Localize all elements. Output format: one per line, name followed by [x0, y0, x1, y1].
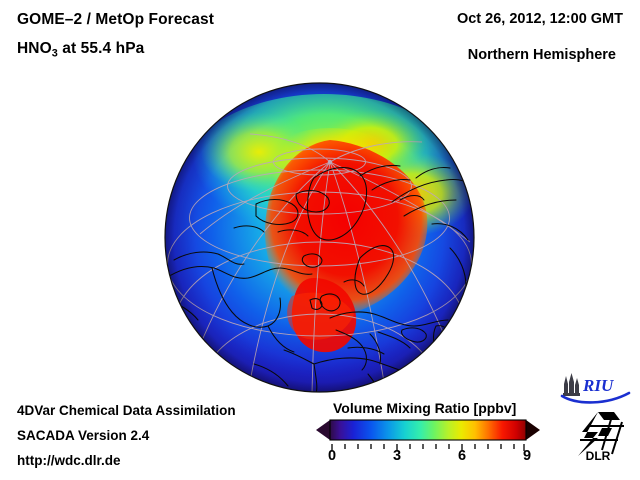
dlr-mark-icon — [578, 412, 624, 456]
globe-data-layer — [165, 83, 474, 392]
dlr-logo-svg: DLR — [578, 412, 624, 463]
colorbar-tick-9: 9 — [522, 448, 532, 464]
colorbar — [316, 418, 540, 442]
riu-wordmark: RIU — [582, 376, 614, 395]
colorbar-min-cap — [316, 420, 330, 440]
colorbar-frame — [329, 419, 527, 441]
riu-logo: RIU — [559, 372, 631, 406]
footer-line-2: SACADA Version 2.4 — [17, 428, 150, 443]
footer-line-3: http://wdc.dlr.de — [17, 453, 121, 468]
colorbar-svg — [316, 419, 540, 441]
title-instrument: GOME–2 / MetOp Forecast — [17, 11, 214, 28]
colorbar-max-cap — [526, 420, 540, 440]
limb-shading — [165, 83, 474, 392]
species-prefix: HNO — [17, 40, 52, 57]
globe-map — [164, 82, 475, 393]
dlr-logo: DLR — [568, 410, 630, 463]
riu-swoosh-icon — [560, 391, 631, 404]
orthographic-globe-svg — [164, 82, 475, 393]
header-datetime: Oct 26, 2012, 12:00 GMT — [456, 11, 623, 27]
species-suffix: at 55.4 hPa — [57, 40, 145, 57]
colorbar-tick-0: 0 — [327, 448, 337, 464]
header-region: Northern Hemisphere — [467, 47, 616, 63]
riu-logo-svg: RIU — [560, 373, 631, 404]
colorbar-ticks-svg — [331, 444, 525, 451]
species-subscript: 3 — [51, 47, 58, 60]
footer-line-1: 4DVar Chemical Data Assimilation — [17, 403, 236, 418]
colorbar-tick-marks — [316, 441, 540, 451]
dlr-wordmark: DLR — [586, 449, 611, 462]
colorbar-gradient — [330, 420, 526, 440]
riu-spires-icon — [563, 373, 580, 396]
colorbar-title: Volume Mixing Ratio [ppbv] — [333, 400, 517, 416]
colorbar-tick-labels: 0 3 6 9 — [300, 448, 556, 470]
colorbar-tick-6: 6 — [457, 448, 467, 464]
globe-outline — [164, 82, 475, 393]
title-species: HNO3 at 55.4 hPa — [17, 40, 144, 59]
colorbar-tick-3: 3 — [392, 448, 402, 464]
